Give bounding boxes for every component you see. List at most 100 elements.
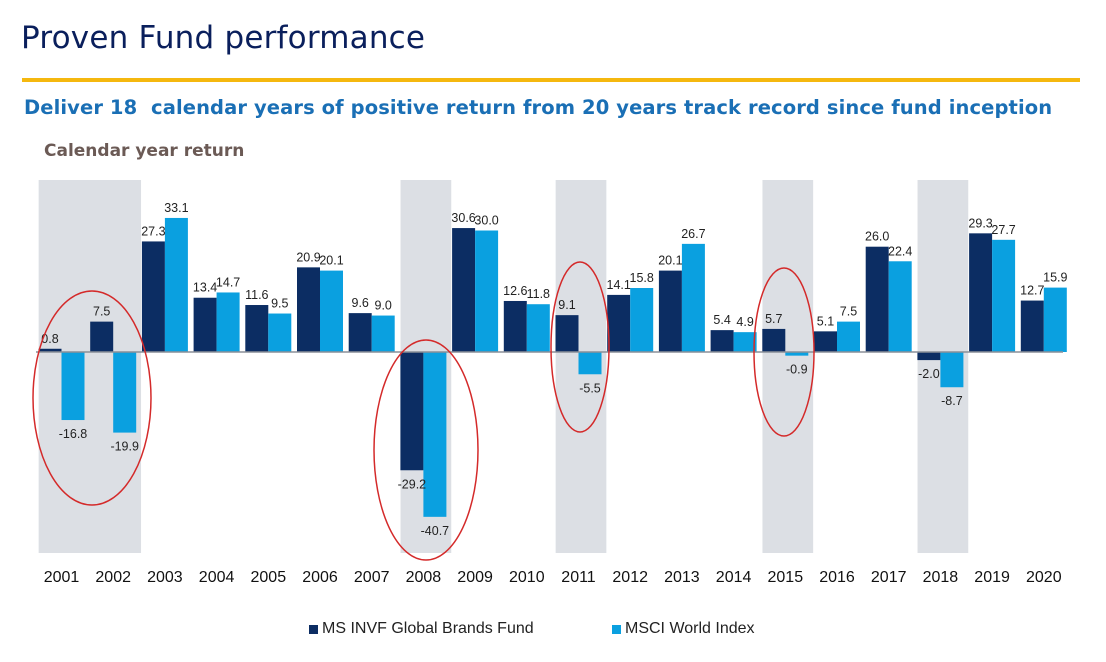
bar-fund-2015: [762, 328, 786, 352]
data-label-fund-2002: 7.5: [93, 305, 110, 319]
bar-fund-2004: [193, 297, 217, 352]
x-tick-2001: 2001: [44, 569, 80, 586]
annotation-ellipse-2015: [753, 267, 815, 437]
data-label-index-2015: -0.9: [786, 363, 808, 377]
data-label-fund-2012: 14.1: [607, 278, 631, 292]
x-tick-labels: 2001 2002 2003 2004 2005 2006 2007 2008 2009 2010…: [44, 569, 1062, 586]
data-label-index-2003: 33.1: [164, 201, 188, 215]
bar-index-2016: [837, 321, 860, 352]
data-label-fund-2018: -2.0: [918, 367, 940, 381]
data-label-fund-2015: 5.7: [765, 312, 782, 326]
data-label-fund-2003: 27.3: [141, 224, 165, 238]
bar-index-2014: [733, 332, 757, 352]
data-label-fund-2008: -29.2: [398, 477, 427, 491]
bar-index-2017: [888, 261, 912, 352]
data-label-index-2019: 27.7: [991, 223, 1015, 237]
annotation-ellipse-2011: [550, 261, 610, 433]
data-label-index-2004: 14.7: [216, 275, 240, 289]
data-label-fund-2013: 20.1: [658, 254, 682, 268]
x-tick-2002: 2002: [95, 569, 131, 586]
bar-index-2006: [320, 270, 343, 352]
page-title: Proven Fund performance: [21, 20, 426, 56]
x-tick-2016: 2016: [819, 569, 855, 586]
x-tick-2004: 2004: [199, 569, 235, 586]
annotation-ellipse-2008: [373, 339, 479, 561]
bar-fund-2010: [503, 300, 527, 352]
bar-index-2020: [1043, 287, 1067, 352]
data-label-index-2006: 20.1: [319, 254, 343, 268]
data-label-fund-2010: 12.6: [503, 284, 527, 298]
data-label-index-2005: 9.5: [271, 297, 288, 311]
bar-fund-2020: [1020, 300, 1044, 352]
legend-swatch-index: [612, 624, 621, 634]
bar-index-2019: [992, 239, 1016, 352]
data-label-index-2017: 22.4: [888, 244, 912, 258]
x-tick-2008: 2008: [406, 569, 442, 586]
bar-index-2001: [61, 352, 85, 421]
x-tick-2018: 2018: [923, 569, 959, 586]
x-tick-2012: 2012: [612, 569, 648, 586]
data-label-fund-2011: 9.1: [558, 298, 575, 312]
bar-fund-2005: [245, 305, 269, 352]
data-label-index-2010: 11.8: [527, 287, 550, 301]
data-label-fund-2001: 0.8: [41, 332, 58, 346]
bar-index-2009: [475, 230, 499, 352]
bar-index-2008: [423, 352, 447, 517]
bar-index-2018: [940, 352, 964, 388]
bar-index-2004: [216, 292, 240, 352]
x-tick-2017: 2017: [871, 569, 907, 586]
data-label-fund-2017: 26.0: [865, 230, 889, 244]
bar-fund-2017: [865, 246, 889, 352]
data-label-fund-2005: 11.6: [245, 288, 268, 302]
bar-index-2005: [268, 313, 292, 352]
data-label-index-2013: 26.7: [681, 227, 705, 241]
bar-fund-2011: [555, 315, 579, 352]
bar-fund-2009: [452, 228, 476, 352]
page-subtitle: Deliver 18 calendar years of positive re…: [24, 96, 1053, 119]
legend-item-fund: MS INVF Global Brands Fund: [309, 620, 534, 638]
data-label-fund-2016: 5.1: [817, 314, 834, 328]
bar-index-2011: [578, 352, 602, 375]
data-label-index-2002: -19.9: [110, 440, 139, 454]
legend-swatch-fund: [309, 624, 318, 634]
x-tick-2003: 2003: [147, 569, 183, 586]
highlight-band-2015: [762, 180, 814, 553]
x-tick-2010: 2010: [509, 569, 545, 586]
bar-fund-2007: [348, 313, 372, 352]
data-label-index-2001: -16.8: [59, 427, 88, 441]
data-label-index-2007: 9.0: [375, 299, 392, 313]
annotation-circles: [32, 261, 815, 561]
x-tick-2014: 2014: [716, 569, 752, 586]
data-label-index-2018: -8.7: [941, 394, 963, 408]
title-divider: [22, 78, 1080, 82]
legend-label-fund: MS INVF Global Brands Fund: [322, 620, 534, 637]
x-tick-2015: 2015: [768, 569, 804, 586]
bar-index-2015: [785, 352, 809, 356]
data-label-index-2009: 30.0: [474, 214, 498, 228]
bar-fund-2008: [400, 352, 424, 471]
data-label-fund-2006: 20.9: [296, 250, 320, 264]
x-tick-2011: 2011: [561, 569, 596, 586]
bar-index-2013: [681, 243, 705, 352]
data-label-index-2014: 4.9: [736, 315, 753, 329]
chart-title: Calendar year return: [44, 141, 245, 161]
data-labels: 0.8 7.5 27.3 13.4 11.6 20.9 9.6 -29.2 30.6 12.6 9.…: [41, 201, 1067, 538]
data-label-fund-2007: 9.6: [352, 296, 369, 310]
bar-fund-2013: [658, 270, 682, 352]
bar-fund-2002: [90, 321, 114, 352]
x-tick-2005: 2005: [251, 569, 287, 586]
bar-index-2012: [630, 288, 654, 352]
bar-index-2002: [113, 352, 137, 433]
x-tick-2007: 2007: [354, 569, 390, 586]
data-label-fund-2020: 12.7: [1020, 284, 1044, 298]
data-label-index-2016: 7.5: [840, 305, 857, 319]
data-label-index-2008: -40.7: [421, 524, 450, 538]
x-tick-2009: 2009: [457, 569, 493, 586]
data-label-index-2011: -5.5: [579, 381, 601, 395]
bar-index-2007: [371, 315, 395, 352]
legend-item-index: MSCI World Index: [612, 620, 755, 638]
bar-fund-2018: [917, 352, 941, 361]
annotation-ellipse-2001-2002: [32, 290, 152, 506]
bar-fund-2001: [38, 348, 62, 352]
data-label-fund-2014: 5.4: [713, 313, 730, 327]
